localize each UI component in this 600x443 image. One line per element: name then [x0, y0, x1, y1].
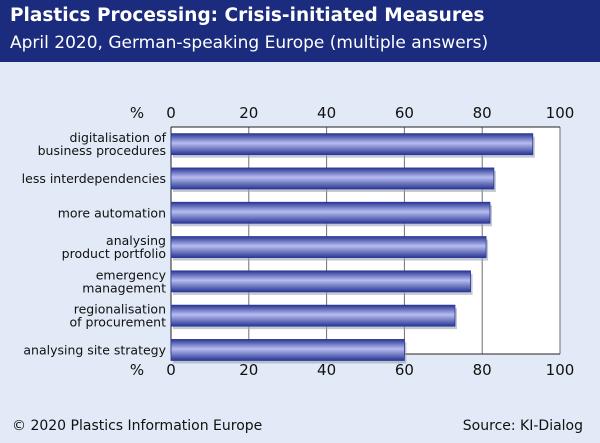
category-label-0-line-0: digitalisation of	[70, 130, 167, 145]
chart-header: Plastics Processing: Crisis-initiated Me…	[0, 0, 600, 62]
category-label-2: more automation	[58, 205, 166, 220]
tick-label-bottom-60: 60	[395, 361, 414, 379]
bar-6	[170, 339, 405, 361]
axis-unit-bottom: %	[130, 361, 144, 379]
chart-title: Plastics Processing: Crisis-initiated Me…	[10, 5, 485, 26]
tick-label-bottom-0: 0	[166, 361, 176, 379]
tick-label-bottom-20: 20	[239, 361, 258, 379]
copyright-text: © 2020 Plastics Information Europe	[12, 418, 263, 434]
category-label-5-line-0: regionalisation	[74, 302, 166, 317]
bar-2	[170, 201, 491, 224]
category-label-5-line-1: of procurement	[69, 315, 166, 330]
bar-3	[170, 236, 487, 258]
category-label-4-line-1: management	[82, 280, 166, 295]
category-label-6: analysing site strategy	[23, 342, 166, 357]
tick-label-top-0: 0	[166, 104, 176, 122]
category-label-4-line-0: emergency	[96, 267, 167, 282]
bar-1	[170, 167, 495, 190]
tick-label-bottom-80: 80	[473, 361, 492, 379]
bar-0	[170, 133, 534, 156]
tick-label-top-100: 100	[546, 104, 575, 122]
category-label-0-line-1: business procedures	[38, 143, 166, 158]
category-label-1: less interdependencies	[22, 171, 166, 186]
category-label-3-line-1: product portfolio	[62, 246, 166, 261]
category-label-3-line-0: analysing	[106, 233, 166, 248]
bar-chart: 0 0 20 20 40 40 60 60 80 80 100 100%% digitalisation…	[22, 104, 575, 379]
axis-unit-top: %	[130, 104, 144, 122]
tick-label-top-40: 40	[317, 104, 336, 122]
tick-label-top-60: 60	[395, 104, 414, 122]
tick-label-top-80: 80	[473, 104, 492, 122]
bar-5	[170, 304, 456, 327]
tick-label-bottom-100: 100	[546, 361, 575, 379]
bar-4	[170, 270, 471, 293]
tick-label-bottom-40: 40	[317, 361, 336, 379]
source-text: Source: KI-Dialog	[462, 418, 583, 434]
tick-label-top-20: 20	[239, 104, 258, 122]
chart-subtitle: April 2020, German-speaking Europe (mult…	[10, 33, 489, 53]
